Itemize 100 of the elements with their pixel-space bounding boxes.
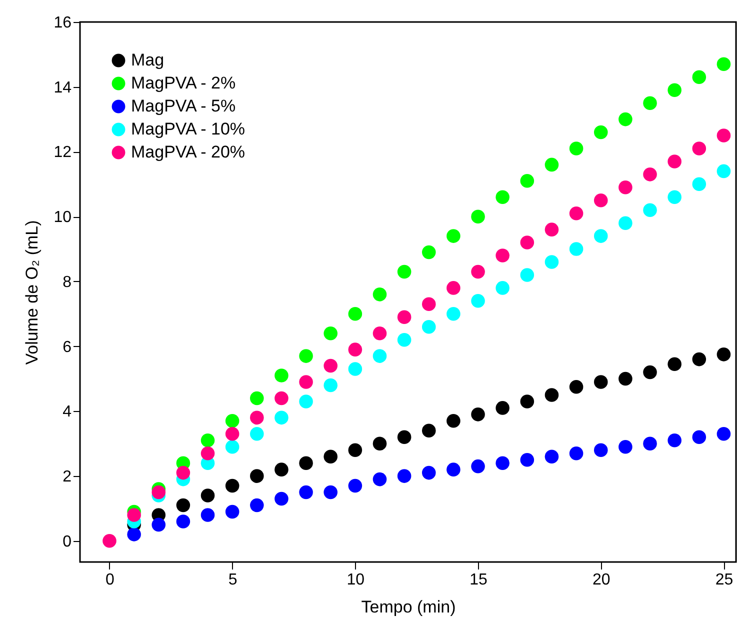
point (471, 459, 485, 474)
point (324, 485, 338, 500)
point (200, 508, 215, 522)
point (324, 450, 338, 464)
point (520, 268, 534, 282)
point (372, 472, 387, 486)
point (594, 194, 608, 208)
point (274, 492, 288, 506)
point (716, 57, 731, 72)
point (225, 414, 240, 428)
point (544, 388, 559, 402)
point (250, 498, 264, 512)
point (127, 508, 141, 522)
point (372, 349, 387, 363)
point (716, 348, 731, 362)
point (643, 365, 657, 380)
point (692, 177, 706, 192)
point (520, 452, 534, 467)
point (299, 349, 313, 363)
point (397, 264, 412, 279)
y-tick-label: 2 (62, 468, 72, 486)
point (324, 378, 338, 392)
point (446, 307, 460, 321)
point (471, 210, 485, 224)
x-tick-label: 25 (715, 572, 734, 588)
point (471, 264, 485, 279)
point (348, 307, 362, 321)
point (446, 229, 460, 243)
point (348, 478, 362, 493)
point (594, 375, 608, 389)
legend-label: MagPVA - 10% (131, 120, 246, 138)
point (372, 288, 387, 302)
point (348, 362, 362, 376)
y-tick-label: 0 (62, 533, 72, 550)
point (299, 485, 313, 500)
point (102, 534, 116, 548)
point (496, 456, 510, 470)
point (668, 357, 682, 372)
point (422, 297, 436, 312)
point (299, 375, 313, 389)
legend-label: MagPVA - 20% (131, 142, 246, 162)
y-tick-label: 14 (54, 79, 72, 96)
point (299, 456, 313, 470)
point (152, 518, 166, 532)
point (348, 342, 362, 356)
point (397, 469, 412, 483)
point (152, 485, 166, 500)
point (618, 372, 632, 386)
point (520, 236, 534, 250)
y-tick-label: 6 (62, 338, 72, 356)
point (618, 216, 632, 230)
point (569, 142, 584, 156)
legend-label: MagPVA - 5% (131, 96, 236, 116)
point (496, 401, 510, 415)
point (200, 446, 215, 460)
point (496, 281, 510, 295)
point (274, 391, 288, 406)
point (471, 294, 485, 308)
point (397, 430, 412, 444)
point (496, 190, 510, 204)
point (446, 281, 460, 295)
legend-label: MagPVA - 2% (131, 74, 236, 92)
point (716, 164, 731, 178)
point (643, 203, 657, 217)
point (397, 332, 412, 347)
point (274, 410, 288, 425)
point (716, 128, 731, 142)
point (594, 125, 608, 140)
point (274, 462, 288, 476)
point (348, 443, 362, 457)
point (200, 434, 215, 448)
x-tick-label: 20 (592, 572, 610, 588)
point (274, 368, 288, 382)
y-tick-label: 8 (62, 274, 72, 291)
point (422, 245, 436, 260)
point (225, 427, 240, 441)
point (692, 142, 706, 156)
point (569, 446, 584, 460)
point (569, 206, 584, 220)
point (250, 391, 264, 406)
y-tick-label: 4 (62, 404, 72, 421)
point (225, 440, 240, 454)
point (324, 326, 338, 340)
point (324, 358, 338, 373)
point (250, 427, 264, 441)
point (299, 394, 313, 408)
point (544, 222, 559, 236)
point (618, 440, 632, 454)
point (668, 83, 682, 97)
point (446, 414, 460, 428)
point (520, 174, 534, 188)
point (200, 488, 215, 502)
point (225, 478, 240, 493)
point (176, 498, 190, 512)
point (618, 180, 632, 194)
x-tick-label: 5 (228, 572, 238, 588)
point (692, 430, 706, 444)
point (422, 424, 436, 438)
point (520, 394, 534, 408)
point (594, 443, 608, 457)
